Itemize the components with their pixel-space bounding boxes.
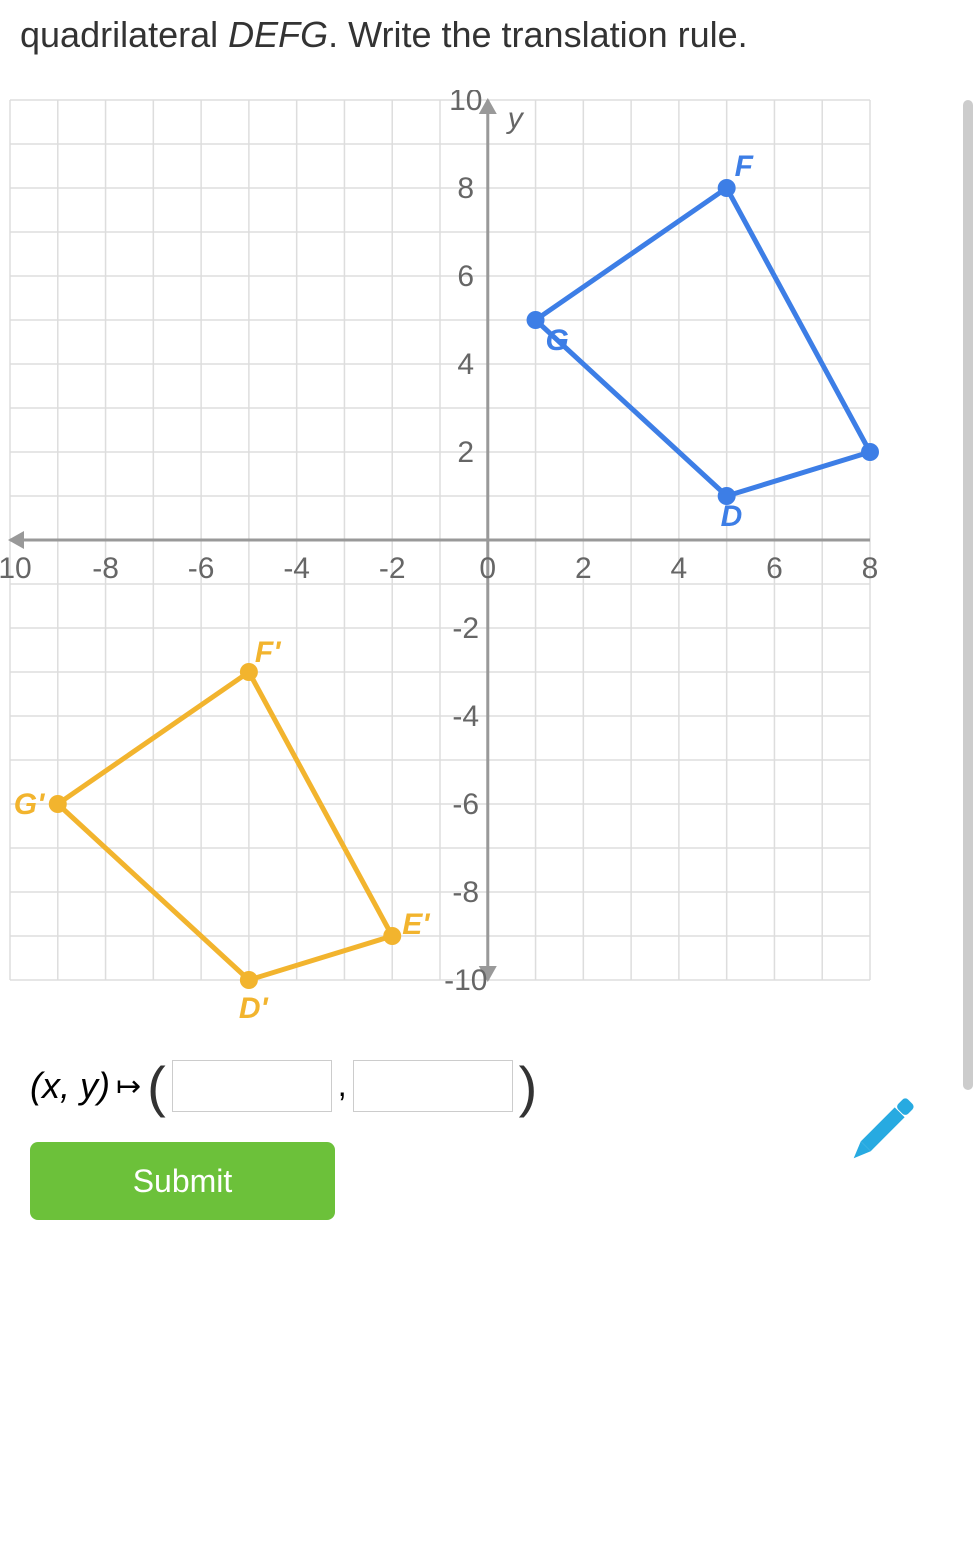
svg-text:-2: -2 (452, 612, 479, 645)
scrollbar[interactable] (963, 100, 973, 1090)
svg-text:-6: -6 (452, 788, 479, 821)
svg-text:0: 0 (479, 552, 496, 585)
svg-text:F': F' (255, 636, 281, 669)
svg-text:2: 2 (457, 436, 474, 469)
svg-text:E': E' (402, 908, 430, 941)
svg-text:-8: -8 (452, 876, 479, 909)
question-post: . Write the translation rule. (328, 14, 748, 55)
svg-text:-10: -10 (0, 552, 32, 585)
question-text: quadrilateral DEFG. Write the translatio… (20, 10, 957, 60)
question-pre: quadrilateral (20, 14, 228, 55)
svg-text:D: D (721, 500, 743, 533)
svg-text:-6: -6 (188, 552, 215, 585)
svg-text:-4: -4 (452, 700, 479, 733)
svg-text:-4: -4 (283, 552, 310, 585)
open-paren: ( (147, 1067, 166, 1106)
svg-text:D': D' (239, 992, 269, 1020)
question-italic: DEFG (228, 14, 328, 55)
svg-text:y: y (506, 102, 525, 135)
answer-prefix: (x, y) (30, 1065, 110, 1107)
svg-text:2: 2 (575, 552, 592, 585)
svg-text:6: 6 (766, 552, 783, 585)
answer-row: (x, y) ↦ ( , ) (30, 1060, 957, 1112)
maps-to-symbol: ↦ (116, 1069, 141, 1104)
pencil-icon[interactable] (837, 1085, 927, 1180)
svg-text:G': G' (14, 788, 45, 821)
answer-input-x[interactable] (172, 1060, 332, 1112)
svg-text:4: 4 (457, 348, 474, 381)
svg-text:10: 10 (449, 90, 482, 117)
svg-text:4: 4 (671, 552, 688, 585)
close-paren: ) (519, 1067, 538, 1106)
svg-text:-2: -2 (379, 552, 406, 585)
answer-comma: , (338, 1067, 347, 1112)
svg-text:-10: -10 (444, 964, 487, 997)
coordinate-graph: -10-8-6-4-202468-10-8-6-4-2246810yDEFGD'… (0, 90, 880, 1020)
answer-input-y[interactable] (353, 1060, 513, 1112)
submit-button[interactable]: Submit (30, 1142, 335, 1220)
svg-text:-8: -8 (92, 552, 119, 585)
svg-text:6: 6 (457, 260, 474, 293)
svg-text:8: 8 (862, 552, 879, 585)
svg-text:G: G (546, 324, 569, 357)
svg-text:8: 8 (457, 172, 474, 205)
svg-text:F: F (735, 150, 754, 183)
